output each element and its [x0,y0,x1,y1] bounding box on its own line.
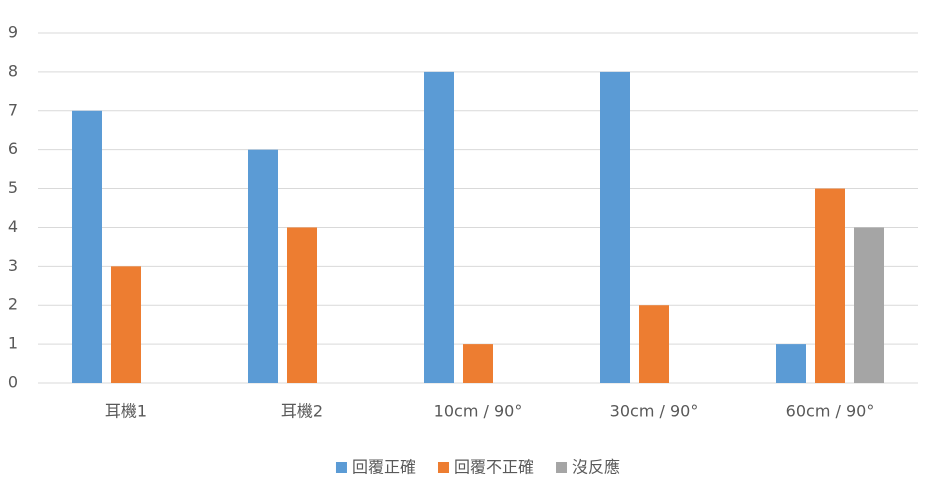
legend-label: 沒反應 [572,458,620,477]
bar [111,266,141,383]
legend-swatch [556,462,568,473]
y-tick-label: 1 [8,334,18,353]
x-tick-label: 30cm / 90° [610,402,699,421]
legend: 回覆正確 回覆不正確 沒反應 [335,458,620,477]
x-tick-label: 60cm / 90° [786,402,875,421]
y-tick-label: 3 [8,256,18,275]
legend-label: 回覆不正確 [454,458,534,477]
bar [854,227,884,383]
x-tick-label: 耳機2 [281,402,323,421]
legend-item: 沒反應 [556,458,620,477]
y-tick-label: 4 [8,217,18,236]
legend-swatch [437,462,449,473]
x-tick-label: 10cm / 90° [434,402,523,421]
bar [776,344,806,383]
y-tick-label: 8 [8,61,18,80]
bar [600,71,630,383]
y-tick-label: 6 [8,139,18,158]
y-tick-label: 7 [8,100,18,119]
bar [287,227,317,383]
x-tick-label: 耳機1 [105,402,147,421]
legend-item: 回覆正確 [335,458,416,477]
legend-label: 回覆正確 [352,458,416,477]
bar [639,305,669,383]
y-tick-label: 0 [8,373,18,392]
y-tick-label: 2 [8,295,18,314]
legend-swatch [335,462,347,473]
bar [248,149,278,383]
bar [424,71,454,383]
bar [72,110,102,384]
bar [463,344,493,383]
legend-item: 回覆不正確 [437,458,534,477]
y-tick-label: 9 [8,23,18,42]
bar [815,188,845,383]
y-tick-label: 5 [8,178,18,197]
